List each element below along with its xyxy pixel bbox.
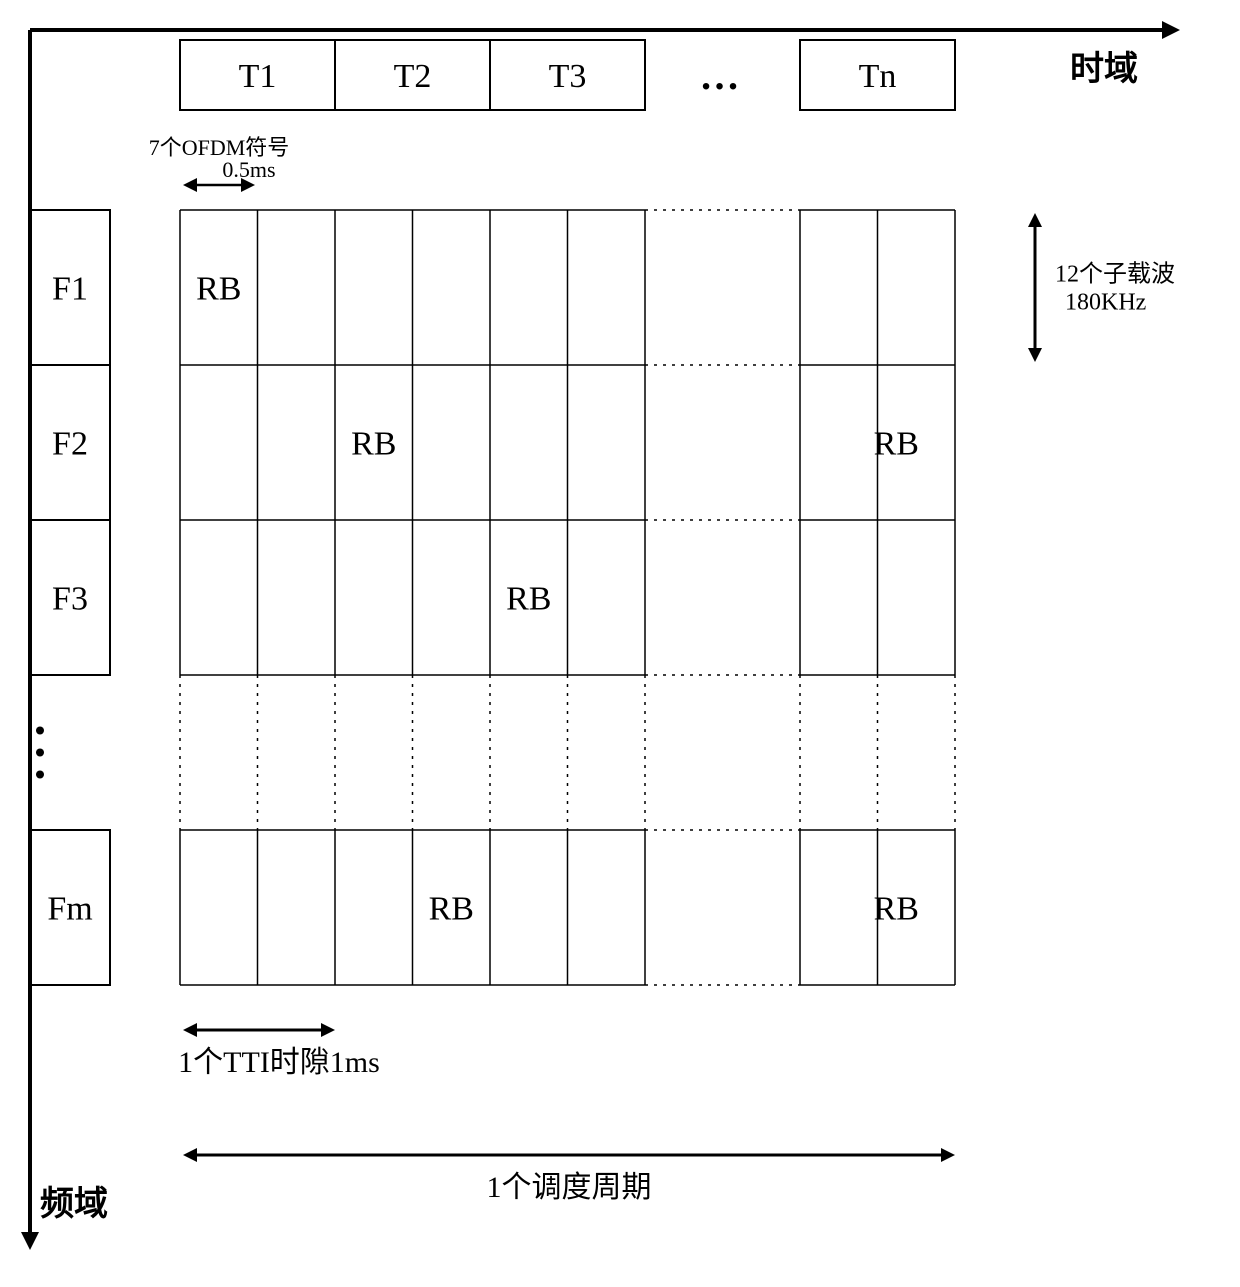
resource-grid-diagram: 时域频域T1T2T3…Tn7个OFDM符号0.5msF1F2F3FmRBRBRB…	[0, 0, 1240, 1282]
time-header-label: T3	[549, 58, 587, 95]
rb-label: RB	[196, 270, 241, 307]
freq-header-label: F1	[52, 270, 88, 307]
ellipsis-v-dot	[36, 749, 44, 757]
time-header-label: Tn	[859, 58, 897, 95]
ofdm-label-2: 0.5ms	[222, 157, 275, 182]
time-header-label: T1	[239, 58, 277, 95]
tti-label: 1个TTI时隙1ms	[178, 1046, 380, 1079]
ellipsis-h: …	[700, 53, 746, 98]
rb-label: RB	[351, 425, 396, 462]
rb-label: RB	[429, 890, 474, 927]
time-axis-label: 时域	[1070, 50, 1138, 88]
freq-header-label: F2	[52, 425, 88, 462]
sched-label: 1个调度周期	[487, 1171, 652, 1204]
freq-axis-label: 频域	[40, 1185, 108, 1223]
ellipsis-v-dot	[36, 727, 44, 735]
time-header-label: T2	[394, 58, 432, 95]
subcarrier-label-2: 180KHz	[1065, 290, 1146, 316]
subcarrier-label-1: 12个子载波	[1055, 261, 1175, 288]
ellipsis-v-dot	[36, 771, 44, 779]
freq-header-label: Fm	[47, 890, 92, 927]
rb-label: RB	[506, 580, 551, 617]
rb-label: RB	[874, 890, 919, 927]
freq-header-label: F3	[52, 580, 88, 617]
rb-label: RB	[874, 425, 919, 462]
